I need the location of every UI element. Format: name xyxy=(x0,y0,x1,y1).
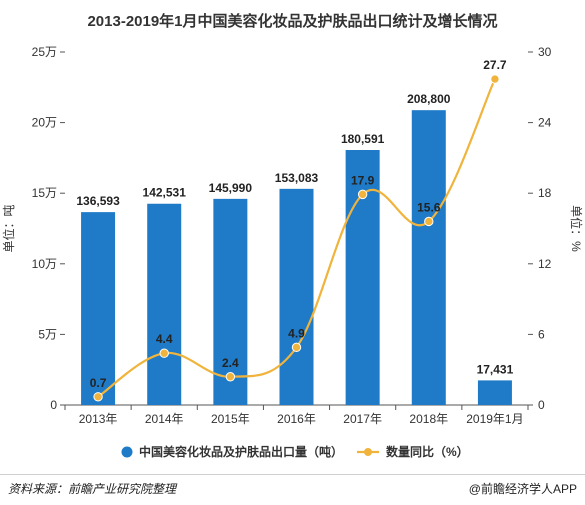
x-tick-label: 2019年1月 xyxy=(466,412,523,426)
line-value-label: 27.7 xyxy=(483,58,507,72)
x-tick-label: 2014年 xyxy=(145,412,184,426)
y-right-tick-label: 0 xyxy=(538,398,545,412)
line-value-label: 2.4 xyxy=(222,356,239,370)
line-series xyxy=(93,74,500,402)
y-right-tick-label: 12 xyxy=(538,257,552,271)
x-tick-label: 2016年 xyxy=(277,412,316,426)
y-left-tick-label: 25万 xyxy=(32,45,57,59)
x-tick-label: 2015年 xyxy=(211,412,250,426)
line-point xyxy=(490,74,500,84)
legend-line-marker xyxy=(364,448,372,456)
chart-title: 2013-2019年1月中国美容化妆品及护肤品出口统计及增长情况 xyxy=(87,13,498,30)
bar-value-label: 153,083 xyxy=(275,171,319,185)
bar-value-label: 17,431 xyxy=(477,362,514,376)
line-point xyxy=(93,392,103,402)
bar-value-label: 145,990 xyxy=(209,181,253,195)
bar-value-label: 180,591 xyxy=(341,132,385,146)
y-right-tick-label: 18 xyxy=(538,186,552,200)
line-point xyxy=(291,342,302,353)
legend-bar-label: 中国美容化妆品及护肤品出口量（吨） xyxy=(139,444,343,459)
bar xyxy=(411,110,446,405)
bar xyxy=(81,212,116,405)
y-right-tick-label: 30 xyxy=(538,45,552,59)
y-right-tick-label: 24 xyxy=(538,116,552,130)
x-tick-label: 2018年 xyxy=(409,412,448,426)
axes: 0 5万 10万 15万 20万 25万 0 6 12 18 24 30 2013年 2014年 2015年… xyxy=(1,45,584,426)
y-right-tick-label: 6 xyxy=(538,327,545,341)
bar-value-label: 142,531 xyxy=(143,186,187,200)
data-labels: 136,593 142,531 145,990 153,083 180,591 208,8… xyxy=(76,58,513,390)
y-left-tick-label: 20万 xyxy=(32,116,57,130)
line-value-label: 4.9 xyxy=(288,326,305,340)
line-point xyxy=(159,348,169,358)
line-point xyxy=(225,372,236,382)
bar-series xyxy=(81,110,512,405)
y-left-axis-label: 单位：吨 xyxy=(1,204,16,252)
source-note: 资料来源：前瞻产业研究院整理 xyxy=(8,482,177,496)
x-tick-label: 2013年 xyxy=(79,412,118,426)
legend: 中国美容化妆品及护肤品出口量（吨） 数量同比（%） xyxy=(121,444,469,459)
bar xyxy=(213,198,248,405)
bar xyxy=(345,150,380,405)
brand-note: @前瞻经济学人APP xyxy=(468,482,577,496)
bar xyxy=(147,203,182,405)
bar xyxy=(477,380,512,405)
bar-value-label: 136,593 xyxy=(76,194,120,208)
bar-value-label: 208,800 xyxy=(407,92,451,106)
y-right-axis-label: 单位：% xyxy=(569,205,584,252)
y-left-tick-label: 5万 xyxy=(38,327,57,341)
legend-bar-swatch xyxy=(121,446,133,458)
y-left-tick-label: 10万 xyxy=(32,257,57,271)
line-value-label: 0.7 xyxy=(90,376,107,390)
bar xyxy=(279,188,314,405)
line-value-label: 17.9 xyxy=(351,173,375,187)
line-value-label: 15.6 xyxy=(417,200,441,214)
y-left-tick-label: 0 xyxy=(50,398,57,412)
legend-line-label: 数量同比（%） xyxy=(386,444,469,459)
x-tick-label: 2017年 xyxy=(343,412,382,426)
line-value-label: 4.4 xyxy=(156,332,173,346)
footer-divider xyxy=(0,474,585,475)
line-point xyxy=(357,189,368,200)
line-point xyxy=(424,216,434,227)
y-left-tick-label: 15万 xyxy=(32,186,57,200)
